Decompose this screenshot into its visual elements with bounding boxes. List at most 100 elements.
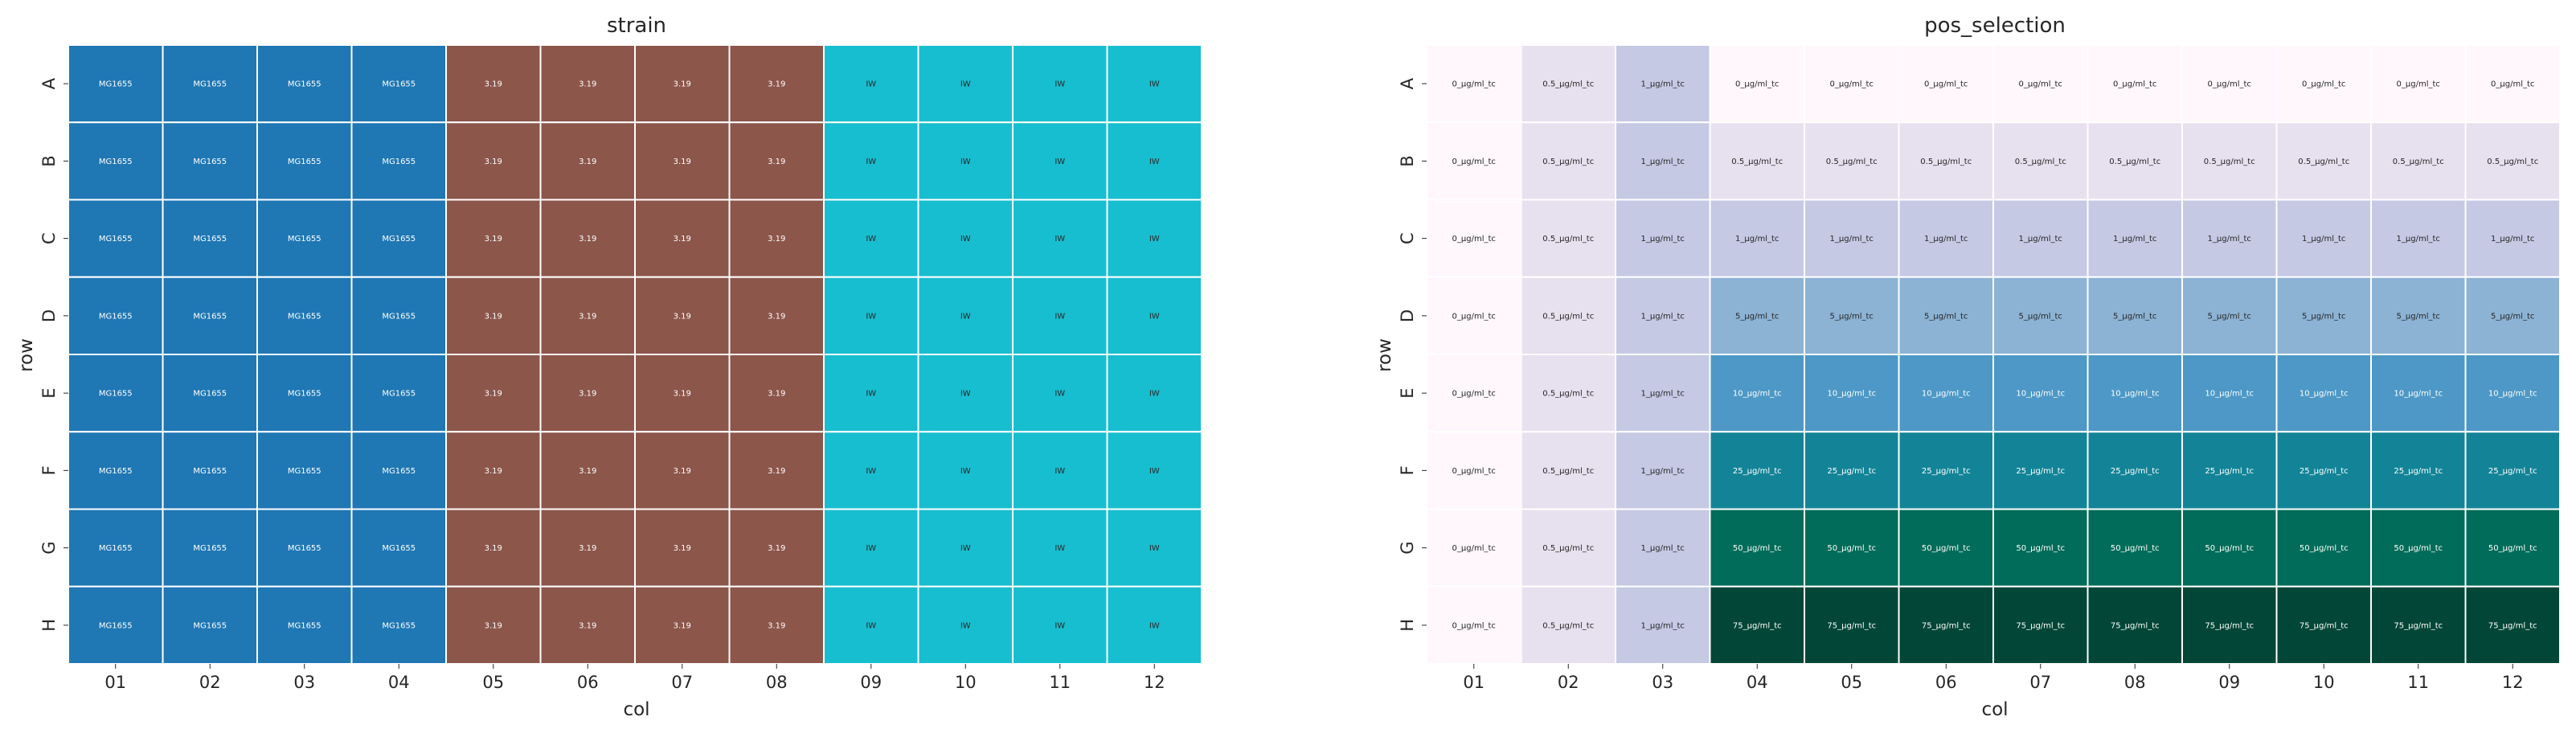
strain-cell-label-B07: 3.19 [674,158,691,166]
strain-cell-label-G03: MG1655 [288,544,321,553]
pos-selection-cell-label-C04: 1_µg/ml_tc [1735,235,1779,244]
strain-cell-label-H02: MG1655 [193,621,227,630]
strain-cell-label-C01: MG1655 [99,235,133,244]
strain-cell-label-C09: IW [866,235,876,244]
strain-cell-label-A05: 3.19 [485,80,502,89]
strain-heatmap-panel: strain MG1655 MG1655 MG1655 MG1655 3.19 3.19 3… [16,14,1202,720]
strain-cell-F12 [1106,431,1202,510]
strain-cell-label-F04: MG1655 [382,467,416,476]
pos-selection-col-tick-11: 11 [2407,673,2429,692]
pos-selection-cell-label-E07: 10_µg/ml_tc [2016,390,2065,399]
strain-cell-label-C08: 3.19 [768,235,785,244]
pos-selection-cell-A07 [1992,44,2089,124]
strain-cell-label-F08: 3.19 [768,467,785,476]
strain-cell-label-B09: IW [866,158,876,166]
pos-selection-cell-D08 [2087,276,2183,355]
pos-selection-col-tick-03: 03 [1652,673,1673,692]
strain-row-tick-F: F [39,465,59,475]
pos-selection-row-tick-A: A [1398,77,1417,89]
pos-selection-cell-label-A02: 0.5_µg/ml_tc [1542,80,1594,89]
pos-selection-cell-C12 [2464,199,2561,278]
pos-selection-cell-label-B02: 0.5_µg/ml_tc [1542,158,1594,166]
strain-cell-label-D07: 3.19 [674,312,691,321]
strain-cell-label-A02: MG1655 [193,80,227,89]
pos-selection-col-tick-09: 09 [2218,673,2240,692]
strain-x-axis-label: col [623,699,649,720]
pos-selection-cell-label-E01: 0_µg/ml_tc [1452,390,1496,399]
pos-selection-row-tick-G: G [1398,541,1417,554]
pos-selection-cell-H03 [1615,585,1711,665]
strain-cell-label-H08: 3.19 [768,621,785,630]
pos-selection-cell-label-D01: 0_µg/ml_tc [1452,312,1496,321]
pos-selection-cell-label-F12: 25_µg/ml_tc [2488,467,2537,476]
pos-selection-cell-label-H09: 75_µg/ml_tc [2205,621,2254,630]
pos-selection-cell-label-B04: 0.5_µg/ml_tc [1731,158,1783,166]
pos-selection-cell-F12 [2464,431,2561,510]
pos-selection-cell-F03 [1615,431,1711,510]
pos-selection-cell-D11 [2370,276,2467,355]
pos-selection-cell-A09 [2181,44,2278,124]
pos-selection-cell-label-B11: 0.5_µg/ml_tc [2393,158,2444,166]
pos-selection-cell-A03 [1615,44,1711,124]
pos-selection-cell-label-C10: 1_µg/ml_tc [2302,235,2345,244]
strain-cell-label-A06: 3.19 [579,80,596,89]
pos-selection-cell-label-D02: 0.5_µg/ml_tc [1542,312,1594,321]
strain-cell-F10 [917,431,1014,510]
pos-selection-cell-G09 [2181,508,2278,588]
pos-selection-cell-E12 [2464,354,2561,433]
pos-selection-cell-G01 [1426,508,1522,588]
strain-cell-label-A04: MG1655 [382,80,416,89]
pos-selection-cell-D09 [2181,276,2278,355]
strain-cell-label-C11: IW [1055,235,1065,244]
pos-selection-cell-label-A10: 0_µg/ml_tc [2302,80,2345,89]
strain-cell-label-E03: MG1655 [288,390,321,399]
strain-cell-label-E09: IW [866,390,876,399]
pos-selection-cell-E08 [2087,354,2183,433]
pos-selection-cell-label-H05: 75_µg/ml_tc [1827,621,1876,630]
pos-selection-cell-F01 [1426,431,1522,510]
strain-heatmap-cells: MG1655 MG1655 MG1655 MG1655 3.19 3.19 3.19 3.19… [68,44,1202,665]
pos-selection-col-tick-05: 05 [1841,673,1862,692]
strain-cell-label-C07: 3.19 [674,235,691,244]
pos-selection-cell-label-B10: 0.5_µg/ml_tc [2298,158,2349,166]
pos-selection-col-tick-01: 01 [1463,673,1485,692]
pos-selection-row-tick-H: H [1398,619,1417,632]
strain-col-tick-12: 12 [1144,673,1165,692]
pos-selection-cell-F04 [1709,431,1805,510]
pos-selection-cell-C09 [2181,199,2278,278]
strain-cell-label-B02: MG1655 [193,158,227,166]
strain-cell-label-F03: MG1655 [288,467,321,476]
strain-cell-label-G05: 3.19 [485,544,502,553]
pos-selection-cell-label-B09: 0.5_µg/ml_tc [2204,158,2255,166]
pos-selection-cell-label-F05: 25_µg/ml_tc [1827,467,1876,476]
pos-selection-cell-label-B03: 1_µg/ml_tc [1641,158,1685,166]
pos-selection-cell-label-C11: 1_µg/ml_tc [2397,235,2440,244]
strain-cell-label-F02: MG1655 [193,467,227,476]
strain-cell-E08 [728,354,825,433]
strain-cell-E01 [68,354,164,433]
strain-cell-label-H04: MG1655 [382,621,416,630]
strain-cell-label-F11: IW [1055,467,1065,476]
pos-selection-cell-label-G01: 0_µg/ml_tc [1452,544,1496,553]
strain-cell-B12 [1106,121,1202,201]
strain-cell-E05 [445,354,542,433]
pos-selection-cell-label-H06: 75_µg/ml_tc [1922,621,1971,630]
pos-selection-cell-label-D06: 5_µg/ml_tc [1924,312,1968,321]
strain-cell-H03 [256,585,353,665]
pos-selection-cell-label-H08: 75_µg/ml_tc [2111,621,2160,630]
pos-selection-cell-C03 [1615,199,1711,278]
strain-row-tick-B: B [39,155,59,166]
strain-cell-F01 [68,431,164,510]
strain-row-tick-G: G [39,541,59,554]
pos-selection-cell-D07 [1992,276,2089,355]
pos-selection-cell-label-F10: 25_µg/ml_tc [2300,467,2349,476]
pos-selection-cell-B12 [2464,121,2561,201]
strain-cell-G01 [68,508,164,588]
pos-selection-cell-D05 [1804,276,1900,355]
pos-selection-cell-D02 [1520,276,1616,355]
pos-selection-cell-label-G09: 50_µg/ml_tc [2205,544,2254,553]
strain-cell-F06 [539,431,636,510]
pos-selection-cell-C07 [1992,199,2089,278]
pos-selection-cell-G04 [1709,508,1805,588]
pos-selection-cell-label-F11: 25_µg/ml_tc [2394,467,2443,476]
